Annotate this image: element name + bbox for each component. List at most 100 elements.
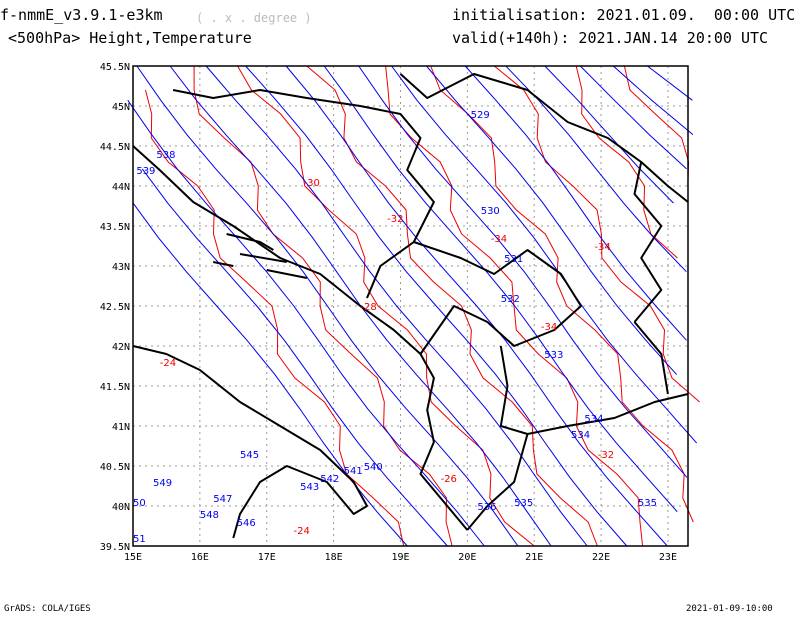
- height-contour-label: 535: [638, 498, 657, 509]
- temperature-contour-label: -34: [594, 242, 610, 253]
- height-contour-label: 543: [300, 482, 319, 493]
- lat-tick-label: 40N: [112, 502, 130, 513]
- lon-tick-label: 21E: [525, 552, 543, 563]
- temperature-contour: [145, 89, 405, 547]
- lat-tick-label: 43N: [112, 262, 130, 273]
- height-contour-label: 531: [504, 254, 523, 265]
- footer-credit: GrADS: COLA/IGES: [4, 604, 91, 614]
- lon-tick-label: 15E: [124, 552, 142, 563]
- height-contour: [136, 65, 519, 547]
- lat-tick-label: 43.5N: [100, 222, 130, 233]
- height-contour: [132, 202, 408, 547]
- lat-tick-label: 41.5N: [100, 382, 130, 393]
- border-line: [499, 345, 689, 435]
- height-contour-label: 546: [237, 518, 256, 529]
- border-line: [266, 269, 308, 279]
- height-contour-label: 530: [481, 206, 500, 217]
- lon-tick-label: 22E: [592, 552, 610, 563]
- height-contour: [612, 65, 694, 135]
- units-label: ( . x . degree ): [196, 11, 312, 25]
- height-contour-label: 533: [544, 350, 563, 361]
- lat-tick-label: 41N: [112, 422, 130, 433]
- coastlines-borders: [132, 73, 689, 539]
- lon-tick-label: 17E: [258, 552, 276, 563]
- height-contour: [205, 65, 588, 547]
- temperature-contour: [237, 65, 535, 547]
- height-contour-label: 50: [133, 498, 146, 509]
- temperature-contour-label: -26: [441, 474, 457, 485]
- border-line: [239, 253, 287, 263]
- temperature-contour-label: -32: [387, 214, 403, 225]
- temperature-contour: [430, 65, 694, 523]
- height-contour: [464, 65, 687, 341]
- temperature-contour-label: -24: [293, 526, 309, 537]
- temperature-contour: [493, 65, 700, 403]
- lon-tick-label: 18E: [325, 552, 343, 563]
- border-line: [640, 161, 689, 203]
- height-contour: [505, 65, 687, 273]
- height-contour-label: 545: [240, 450, 259, 461]
- height-contour-label: 548: [200, 510, 219, 521]
- height-contour-label: 542: [320, 474, 339, 485]
- axis-ticks: 15E 16E 17E 18E 19E 20E 21E 22E 23E 39.5N 40N 40.5N…: [100, 62, 677, 563]
- height-contour-label: 51: [133, 534, 146, 545]
- lon-tick-label: 16E: [191, 552, 209, 563]
- height-contour: [323, 65, 678, 513]
- init-time: initialisation: 2021.01.09. 00:00 UTC: [452, 6, 796, 24]
- height-contours: [127, 65, 698, 547]
- border-line: [172, 89, 435, 299]
- map-frame: [132, 65, 689, 547]
- height-contour: [127, 100, 485, 547]
- lat-tick-label: 44N: [112, 182, 130, 193]
- height-contour: [245, 65, 628, 547]
- border-line: [633, 321, 669, 395]
- temperature-contour: [385, 65, 644, 547]
- height-contour: [285, 65, 668, 547]
- border-line: [226, 233, 274, 251]
- temperature-contour-label: -28: [360, 302, 376, 313]
- lat-tick-label: 45.5N: [100, 62, 130, 73]
- height-contour-label: 532: [501, 294, 520, 305]
- lat-tick-label: 40.5N: [100, 462, 130, 473]
- temperature-contour-label: -32: [598, 450, 614, 461]
- height-contour-label: 536: [477, 502, 496, 513]
- temperature-contour: [193, 66, 453, 547]
- contour-labels: 5295305315325335345345355355365385395405…: [133, 110, 657, 545]
- border-line: [132, 145, 469, 531]
- temperature-contour-label: -34: [541, 322, 557, 333]
- lat-tick-label: 42.5N: [100, 302, 130, 313]
- graticule: [133, 66, 688, 546]
- lat-tick-label: 44.5N: [100, 142, 130, 153]
- height-contour: [426, 65, 677, 375]
- lon-tick-label: 20E: [458, 552, 476, 563]
- height-contour-label: 529: [471, 110, 490, 121]
- border-line: [132, 345, 368, 539]
- footer-timestamp: 2021-01-09-10:00: [686, 604, 773, 614]
- level-title: <500hPa> Height,Temperature: [8, 29, 252, 47]
- height-contour: [358, 65, 688, 478]
- border-line: [413, 241, 582, 355]
- temperature-contour-label: -30: [304, 178, 320, 189]
- lon-tick-label: 19E: [391, 552, 409, 563]
- temperature-contour-label: -34: [491, 234, 507, 245]
- height-contour: [141, 168, 448, 547]
- height-contour-label: 540: [364, 462, 383, 473]
- lon-tick-label: 23E: [659, 552, 677, 563]
- border-line: [399, 73, 663, 323]
- height-contour-label: 534: [584, 414, 603, 425]
- height-contour-label: 538: [156, 150, 175, 161]
- height-contour-label: 539: [136, 166, 155, 177]
- model-title: f-nmmE_v3.9.1-e3km: [0, 6, 163, 24]
- border-line: [466, 433, 529, 531]
- lat-tick-label: 39.5N: [100, 542, 130, 553]
- lat-tick-label: 42N: [112, 342, 130, 353]
- height-contour-label: 541: [344, 466, 363, 477]
- temperature-contour: [575, 65, 678, 259]
- height-contour: [544, 65, 674, 204]
- lat-tick-label: 45N: [112, 102, 130, 113]
- temperature-contour-label: -24: [160, 358, 176, 369]
- border-line: [213, 261, 234, 267]
- height-contour-label: 547: [213, 494, 232, 505]
